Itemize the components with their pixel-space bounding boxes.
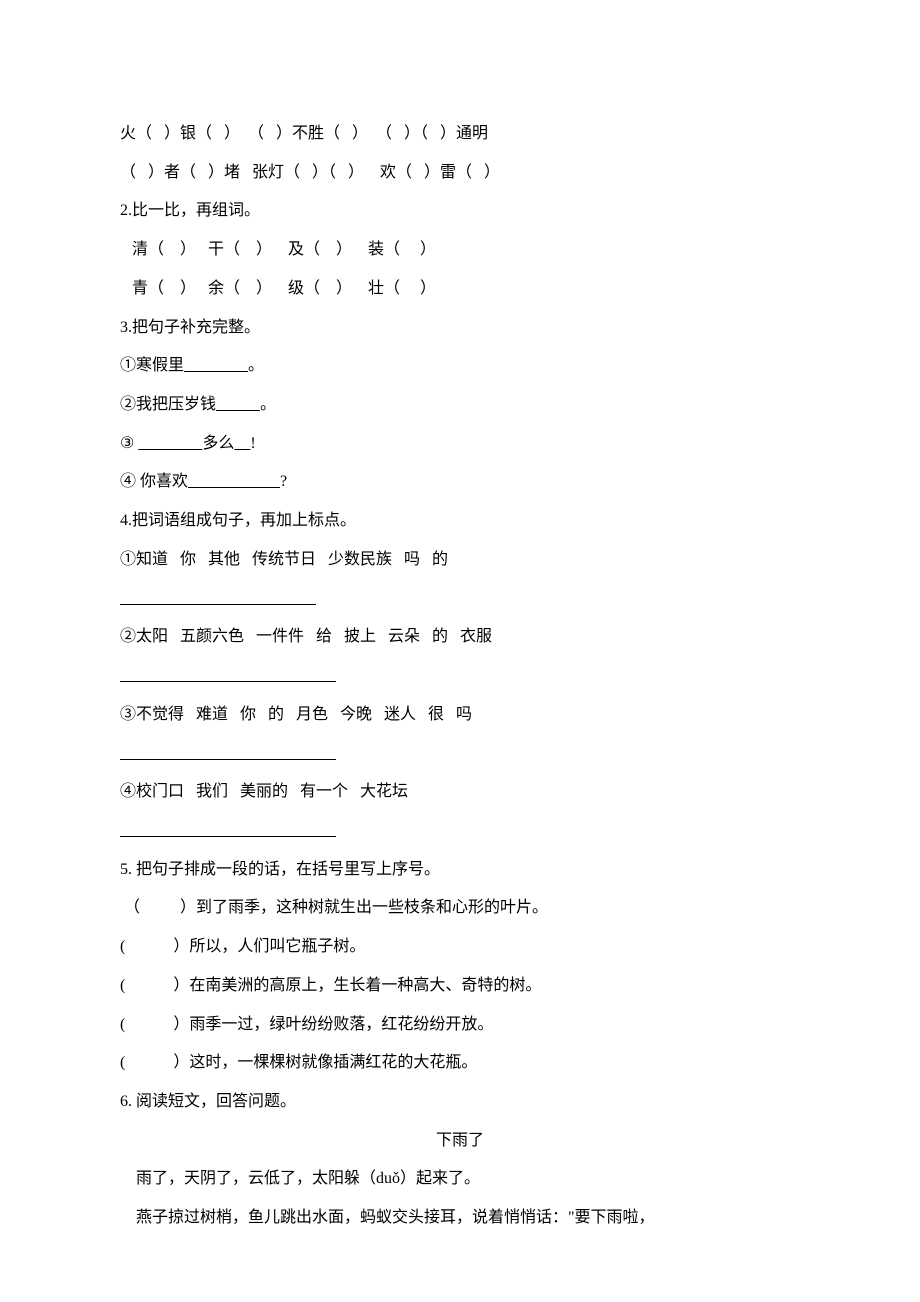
answer-underline [120,812,336,851]
answer-underline [120,657,336,696]
sentence-4-suffix: ? [280,473,287,490]
compare-words-line-2: 青（ ） 余（ ） 级（ ） 壮（ ） [120,270,800,309]
compare-words-line-1: 清（ ） 干（ ） 及（ ） 装（ ） [120,231,800,270]
order-sentence-4: ( ）雨季一过，绿叶纷纷败落，红花纷纷开放。 [120,1006,800,1045]
question-5-header: 5. 把句子排成一段的话，在括号里写上序号。 [120,851,800,890]
fill-blank-line-2: （ ）者（ ）堵 张灯（ ）（ ） 欢（ ）雷（ ） [120,154,800,193]
question-6-header: 6. 阅读短文，回答问题。 [120,1083,800,1122]
answer-line-1 [120,580,800,619]
sentence-1-suffix: 。 [248,357,264,374]
blank-underline [188,463,280,502]
passage-line-2: 燕子掠过树梢，鱼儿跳出水面，蚂蚁交头接耳，说着悄悄话："要下雨啦， [120,1199,800,1238]
blank-underline [138,425,202,464]
blank-underline [234,425,250,464]
question-3-header: 3.把句子补充完整。 [120,309,800,348]
answer-line-3 [120,735,800,774]
answer-line-4 [120,812,800,851]
passage-title: 下雨了 [120,1122,800,1161]
sentence-1-prefix: ①寒假里 [120,357,184,374]
sentence-2-suffix: 。 [260,396,276,413]
order-sentence-5: ( ）这时，一棵棵树就像插满红花的大花瓶。 [120,1044,800,1083]
sentence-4-prefix: ④ 你喜欢 [120,473,188,490]
sentence-3-suffix: ! [250,435,255,452]
order-sentence-3: ( ）在南美洲的高原上，生长着一种高大、奇特的树。 [120,967,800,1006]
fill-blank-line-1: 火（ ）银（ ） （ ）不胜（ ） （ ）（ ）通明 [120,115,800,154]
question-4-header: 4.把词语组成句子，再加上标点。 [120,502,800,541]
answer-underline [120,735,336,774]
blank-underline [216,386,260,425]
passage-line-1: 雨了，天阴了，云低了，太阳躲（duǒ）起来了。 [120,1160,800,1199]
order-sentence-1: （ ）到了雨季，这种树就生出一些枝条和心形的叶片。 [120,889,800,928]
sentence-3-prefix: ③ [120,435,138,452]
word-arrange-4: ④校门口 我们 美丽的 有一个 大花坛 [120,773,800,812]
answer-line-2 [120,657,800,696]
answer-underline [120,580,316,619]
word-arrange-1: ①知道 你 其他 传统节日 少数民族 吗 的 [120,541,800,580]
word-arrange-3: ③不觉得 难道 你 的 月色 今晚 迷人 很 吗 [120,696,800,735]
question-2-header: 2.比一比，再组词。 [120,192,800,231]
word-arrange-2: ②太阳 五颜六色 一件件 给 披上 云朵 的 衣服 [120,618,800,657]
blank-underline [184,347,248,386]
sentence-3-middle: 多么 [202,435,234,452]
sentence-2-prefix: ②我把压岁钱 [120,396,216,413]
order-sentence-2: ( ）所以，人们叫它瓶子树。 [120,928,800,967]
sentence-complete-3: ③ 多么 ! [120,425,800,464]
sentence-complete-1: ①寒假里 。 [120,347,800,386]
sentence-complete-4: ④ 你喜欢 ? [120,463,800,502]
sentence-complete-2: ②我把压岁钱 。 [120,386,800,425]
